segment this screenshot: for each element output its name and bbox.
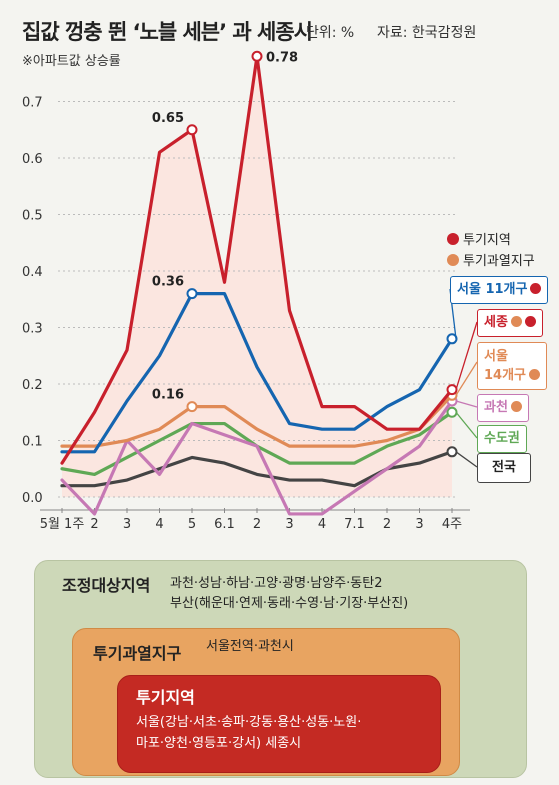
x-tick-label: 3 [415, 517, 423, 532]
x-tick-label: 4주 [442, 517, 462, 532]
x-tick-label: 6.1 [214, 517, 235, 532]
zone-label-adjustment: 조정대상지역 [62, 576, 151, 595]
legend-label: 투기과열지구 [463, 254, 535, 269]
y-tick-label: 0.7 [22, 96, 43, 111]
tag-connector [455, 361, 478, 396]
y-tick-label: 0.1 [22, 435, 43, 450]
series-tag-label: 전국 [492, 460, 516, 475]
tag-connector [455, 400, 478, 408]
x-tick-label: 2 [253, 517, 261, 532]
speculation-dot-icon [530, 283, 542, 294]
legend-dot-icon [447, 232, 459, 245]
y-tick-label: 0.5 [22, 209, 43, 224]
series-tag-gwacheon: 과천 [477, 394, 529, 422]
series-tag-label: 수도권 [484, 431, 520, 446]
series-end-point-1 [446, 333, 458, 345]
series-tag-label: 과천 [484, 400, 508, 415]
x-tick-label: 2 [383, 517, 391, 532]
zone-text-adjustment-1: 과천·성남·하남·고양·광명·남양주·동탄2 [170, 576, 383, 591]
annotated-point [251, 50, 263, 62]
tag-connector [455, 451, 478, 468]
series-tag-sudo: 수도권 [477, 425, 527, 453]
annotated-point [186, 124, 198, 136]
line-chart: 0.0 0.1 0.2 0.3 0.4 0.5 0.6 0.7 5월 1주 2 3 4 5 6.1 2 3 4 7… [22, 50, 478, 532]
series-end-point-0 [446, 384, 458, 396]
series-tag-label-line2: 14개구 [484, 368, 527, 383]
sejong-area-fill [62, 56, 452, 498]
x-tick-label: 7.1 [344, 517, 365, 532]
tag-connector [455, 321, 478, 390]
y-tick-label: 0.2 [22, 378, 43, 393]
y-tick-label: 0.3 [22, 322, 43, 337]
annotated-point [186, 401, 198, 413]
series-tag-seoul11: 서울 11개구 [450, 276, 549, 304]
y-tick-label: 0.4 [22, 265, 43, 280]
series-tag-label: 서울 11개구 [457, 282, 528, 297]
zone-text-speculation-1: 서울(강남·서초·송파·강동·용산·성동·노원· [136, 715, 362, 730]
data-label: 0.78 [266, 50, 298, 65]
x-tick-label: 4 [318, 517, 326, 532]
x-tick-label: 4 [155, 517, 163, 532]
chart-note: ※아파트값 상승률 [22, 54, 121, 69]
legend-label: 투기지역 [463, 233, 511, 248]
series-tag-label-line1: 서울 [484, 349, 508, 364]
overheated-dot-icon [529, 369, 541, 380]
annotated-point [186, 288, 198, 300]
series-tag-seoul14: 서울 14개구 [477, 342, 548, 390]
unit-label: 단위: % [306, 25, 355, 41]
x-tick-label: 2 [90, 517, 98, 532]
tag-connector [455, 411, 478, 439]
series-tag-national: 전국 [477, 453, 531, 483]
zone-label-overheated: 투기과열지구 [93, 644, 182, 663]
chart-title: 집값 껑충 뛴 ‘노블 세븐’ 과 세종시 [22, 20, 313, 44]
zone-label-speculation: 투기지역 [136, 688, 195, 707]
series-tag-label: 세종 [484, 315, 508, 330]
zone-box-speculation [117, 675, 441, 773]
x-tick-label: 5월 1주 [40, 517, 85, 532]
series-line-2 [60, 393, 454, 448]
data-label: 0.36 [152, 275, 184, 290]
speculation-dot-icon [524, 316, 536, 327]
x-tick-label: 5 [188, 517, 196, 532]
zone-text-overheated: 서울전역·과천시 [206, 639, 294, 654]
x-tick-label: 3 [123, 517, 131, 532]
data-label: 0.65 [152, 111, 184, 126]
series-tag-sejong: 세종 [477, 309, 543, 337]
legend-dot-icon [447, 253, 459, 266]
series-line-1 [60, 292, 454, 454]
legend-item-speculation-zone: 투기지역 [447, 229, 511, 248]
x-tick-label: 3 [285, 517, 293, 532]
y-tick-label: 0.6 [22, 152, 43, 167]
series-end-point-4 [446, 406, 458, 418]
zone-text-adjustment-2: 부산(해운대·연제·동래·수영·남·기장·부산진) [170, 596, 409, 611]
zone-text-speculation-2: 마포·양천·영등포·강서) 세종시 [136, 736, 302, 751]
series-end-point-5 [446, 446, 458, 458]
legend-item-overheated-zone: 투기과열지구 [447, 250, 535, 269]
overheated-dot-icon [510, 401, 522, 412]
source-label: 자료: 한국감정원 [377, 25, 477, 41]
data-label: 0.16 [152, 388, 184, 403]
overheated-dot-icon [510, 316, 522, 327]
y-tick-label: 0.0 [22, 491, 43, 506]
